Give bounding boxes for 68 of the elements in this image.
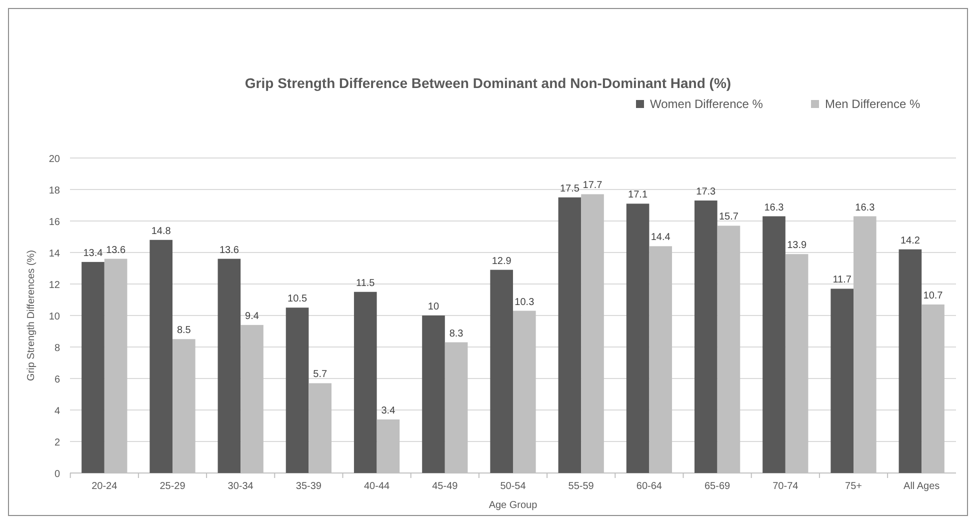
y-tick-label: 6	[54, 374, 60, 386]
y-tick-label: 16	[48, 217, 60, 228]
data-label: 13.9	[787, 240, 807, 252]
data-label: 11.5	[356, 278, 376, 289]
data-label: 17.7	[582, 180, 603, 192]
x-tick-label: 70-74	[772, 481, 799, 492]
chart-title: Grip Strength Difference Between Dominant and Non-Dominant Hand (%)	[244, 75, 732, 91]
data-label: 14.4	[650, 232, 671, 244]
data-label: 10.7	[923, 290, 944, 302]
y-axis-title: Grip Strength Differences (%)	[26, 250, 37, 381]
bar	[558, 197, 582, 473]
x-tick-label: 60-64	[636, 481, 662, 492]
y-tick-label: 12	[48, 280, 60, 291]
x-axis-title: Age Group	[488, 500, 538, 511]
data-label: 17.1	[628, 190, 648, 201]
data-label: 12.9	[492, 256, 512, 267]
data-label: 3.4	[381, 405, 396, 416]
legend-label: Women Difference %	[650, 97, 764, 111]
data-label: 16.3	[855, 202, 876, 214]
bar	[898, 249, 922, 473]
y-tick-label: 4	[54, 406, 60, 417]
data-label: 17.5	[560, 183, 580, 194]
bar	[422, 316, 445, 473]
y-tick-label: 20	[48, 154, 60, 165]
bar	[626, 204, 650, 473]
x-tick-label: 45-49	[432, 481, 458, 492]
x-tick-label: 30-34	[228, 481, 254, 492]
data-label: 16.3	[764, 202, 784, 214]
x-tick-label: 55-59	[568, 481, 594, 492]
data-label: 14.2	[900, 235, 920, 246]
data-label: 13.6	[106, 244, 126, 256]
data-label: 10	[428, 302, 440, 312]
bar	[490, 270, 513, 473]
bar	[694, 200, 718, 473]
data-label: 9.4	[245, 310, 260, 322]
y-tick-label: 10	[48, 312, 60, 322]
y-tick-label: 14	[48, 248, 60, 260]
data-label: 8.3	[449, 328, 464, 340]
x-tick-label: 40-44	[364, 481, 390, 492]
data-label: 13.6	[219, 244, 240, 256]
y-tick-label: 18	[48, 186, 60, 196]
x-tick-label: 20-24	[92, 481, 118, 492]
y-tick-label: 0	[54, 469, 60, 480]
bar	[762, 216, 786, 473]
x-tick-label: 25-29	[160, 481, 186, 492]
bar	[286, 308, 309, 473]
x-tick-label: 50-54	[500, 481, 526, 492]
data-label: 10.3	[514, 296, 535, 308]
data-label: 13.4	[83, 248, 104, 259]
x-tick-label: 35-39	[296, 481, 322, 492]
x-tick-label: 75+	[845, 481, 862, 492]
data-label: 17.3	[696, 186, 716, 198]
data-label: 11.7	[832, 274, 852, 286]
data-label: 15.7	[718, 212, 739, 223]
bar	[354, 292, 377, 473]
bar	[150, 240, 172, 473]
bar	[218, 258, 241, 473]
y-tick-label: 8	[54, 343, 60, 354]
data-label: 8.5	[176, 325, 192, 336]
data-label: 10.5	[288, 294, 308, 305]
bar	[82, 262, 104, 473]
data-label: 5.7	[313, 369, 328, 380]
data-label: 14.8	[151, 226, 172, 237]
x-tick-label: 65-69	[704, 481, 731, 492]
x-tick-label: All Ages	[904, 481, 940, 492]
bar	[830, 288, 854, 473]
legend-label: Men Difference %	[825, 97, 920, 111]
y-tick-label: 2	[54, 438, 60, 448]
